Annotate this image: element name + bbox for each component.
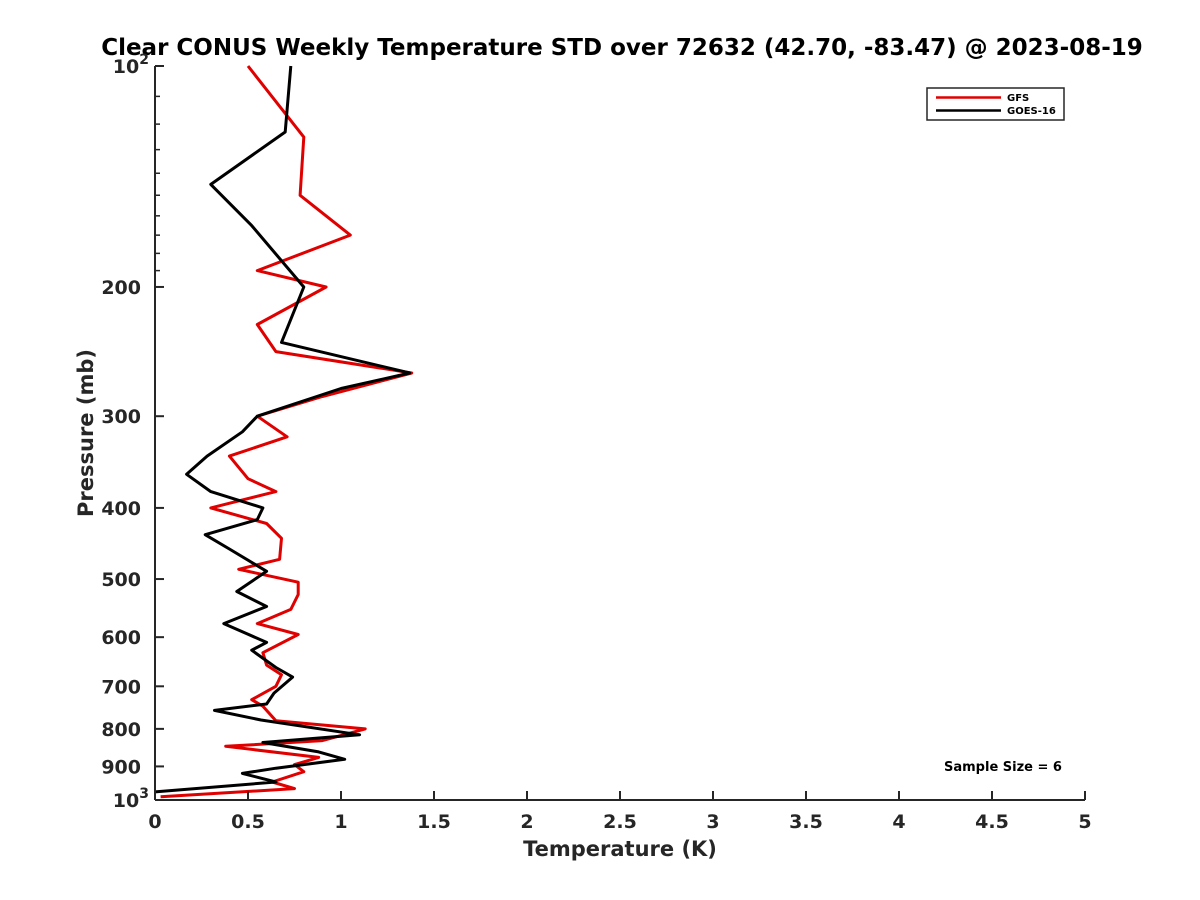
x-tick-label: 2.5 bbox=[603, 811, 637, 833]
x-axis-label: Temperature (K) bbox=[523, 837, 717, 861]
y-tick-label: 600 bbox=[101, 627, 141, 649]
x-tick-label: 1.5 bbox=[417, 811, 451, 833]
series-layer bbox=[154, 65, 414, 799]
series-line-gfs bbox=[160, 65, 414, 799]
x-tick-label: 5 bbox=[1078, 811, 1091, 833]
y-tick-label: 900 bbox=[101, 756, 141, 778]
legend: GFS GOES-16 bbox=[926, 87, 1065, 121]
y-axis-ticks: 102 200 300 400 500 600 700 800 900 103 bbox=[101, 52, 164, 812]
x-tick-label: 0.5 bbox=[231, 811, 265, 833]
y-tick-label: 500 bbox=[101, 569, 141, 591]
x-tick-label: 1 bbox=[334, 811, 347, 833]
chart-title: Clear CONUS Weekly Temperature STD over … bbox=[101, 35, 1143, 61]
legend-label-gfs: GFS bbox=[1007, 93, 1029, 104]
y-tick-label: 103 bbox=[113, 786, 149, 812]
x-tick-label: 0 bbox=[148, 811, 161, 833]
series-line-goes16 bbox=[154, 65, 412, 794]
sample-size-annotation: Sample Size = 6 bbox=[944, 760, 1062, 775]
y-tick-label: 700 bbox=[101, 676, 141, 698]
y-tick-label: 800 bbox=[101, 719, 141, 741]
x-tick-label: 4 bbox=[892, 811, 905, 833]
x-tick-label: 4.5 bbox=[975, 811, 1009, 833]
y-axis-label: Pressure (mb) bbox=[74, 349, 98, 517]
x-axis-ticks: 0 0.5 1 1.5 2 2.5 3 3.5 4 4.5 5 bbox=[148, 791, 1092, 833]
plot-area bbox=[155, 66, 1085, 800]
y-tick-label: 300 bbox=[101, 406, 141, 428]
x-tick-label: 3.5 bbox=[789, 811, 823, 833]
y-tick-label: 102 bbox=[113, 52, 149, 78]
y-tick-label: 400 bbox=[101, 498, 141, 520]
legend-box bbox=[926, 87, 1065, 121]
x-tick-label: 2 bbox=[520, 811, 533, 833]
legend-label-goes16: GOES-16 bbox=[1007, 106, 1056, 117]
x-tick-label: 3 bbox=[706, 811, 719, 833]
y-tick-label: 200 bbox=[101, 277, 141, 299]
